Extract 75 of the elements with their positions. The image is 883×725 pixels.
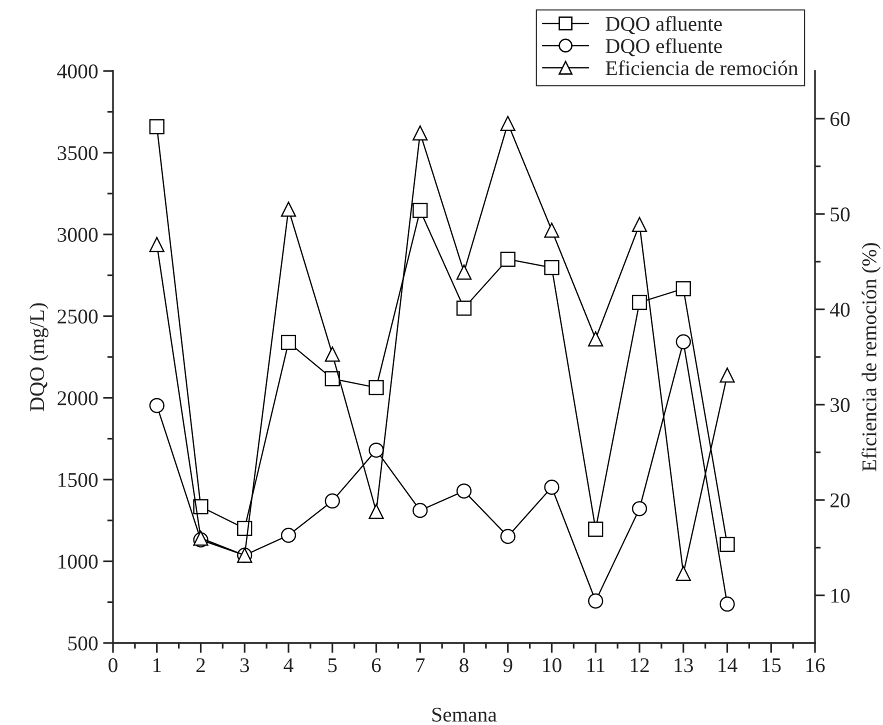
x-tick-label: 4 — [284, 658, 294, 672]
point — [412, 202, 428, 218]
point — [500, 528, 516, 544]
x-tick-label: 13 — [674, 658, 693, 672]
x-tick-label: 9 — [503, 658, 512, 672]
point — [720, 368, 735, 383]
x-tick-label: 16 — [806, 658, 825, 672]
point — [412, 502, 428, 518]
legend-label: Eficiencia de remoción — [606, 60, 798, 76]
point — [588, 593, 604, 609]
point — [632, 216, 648, 232]
y-tick-label: 1500 — [58, 472, 98, 488]
point — [500, 116, 516, 132]
point — [368, 442, 384, 458]
point — [720, 536, 735, 552]
x-tick-label: 12 — [630, 658, 649, 672]
x-tick-label: 14 — [718, 658, 738, 672]
y2-tick-label: 30 — [830, 398, 850, 412]
y2-tick-label: 60 — [830, 112, 850, 126]
x-tick-label: 0 — [108, 658, 118, 672]
point — [588, 331, 604, 346]
y-tick-label: 2000 — [58, 391, 98, 406]
point — [676, 566, 691, 581]
y-axis-title: DQO (mg/L) — [29, 303, 48, 412]
y-tick-label: 3000 — [58, 228, 98, 242]
point — [632, 501, 648, 516]
point — [149, 236, 164, 252]
x-tick-label: 7 — [416, 658, 425, 672]
point — [149, 119, 164, 134]
x-tick-label: 3 — [240, 658, 250, 672]
x-tick-label: 2 — [196, 658, 205, 672]
point — [324, 346, 340, 362]
point — [544, 222, 560, 238]
point — [588, 522, 604, 537]
y-tick-label: 500 — [68, 636, 98, 650]
point — [676, 334, 691, 350]
point — [456, 483, 472, 499]
point — [720, 596, 735, 612]
x-tick-label: 1 — [154, 658, 161, 672]
x-tick-label: 8 — [460, 658, 468, 672]
x-tick-label: 5 — [328, 658, 337, 672]
y2-tick-label: 10 — [831, 588, 850, 603]
point — [280, 528, 296, 543]
y2-axis-title: Eficiencia de remoción (%) — [862, 243, 881, 472]
point — [280, 202, 296, 217]
point — [544, 260, 560, 276]
x-tick-label: 15 — [762, 658, 781, 672]
point — [237, 520, 252, 536]
x-axis-title: Semana — [432, 708, 497, 722]
x-tick-label: 6 — [372, 658, 381, 672]
point — [500, 252, 516, 267]
point — [324, 371, 340, 386]
point — [368, 380, 384, 396]
legend-label: DQO efluente — [606, 38, 722, 56]
y-tick-label: 4000 — [57, 64, 98, 78]
point — [149, 398, 164, 414]
y2-tick-label: 40 — [830, 302, 850, 317]
y-tick-label: 2500 — [58, 310, 98, 324]
point — [193, 499, 208, 514]
point — [368, 504, 384, 520]
x-tick-label: 11 — [587, 658, 604, 672]
point — [544, 480, 560, 495]
y2-tick-label: 20 — [830, 493, 850, 508]
point — [632, 294, 648, 310]
point — [676, 281, 691, 296]
point — [456, 264, 472, 280]
point — [456, 300, 472, 316]
point — [412, 125, 428, 141]
y2-tick-label: 50 — [830, 207, 850, 222]
point — [280, 334, 296, 350]
legend-label: DQO afluente — [606, 16, 722, 34]
y-tick-label: 1000 — [58, 554, 98, 569]
y-tick-label: 3500 — [58, 146, 98, 160]
point — [324, 493, 340, 509]
x-tick-label: 10 — [543, 658, 562, 672]
